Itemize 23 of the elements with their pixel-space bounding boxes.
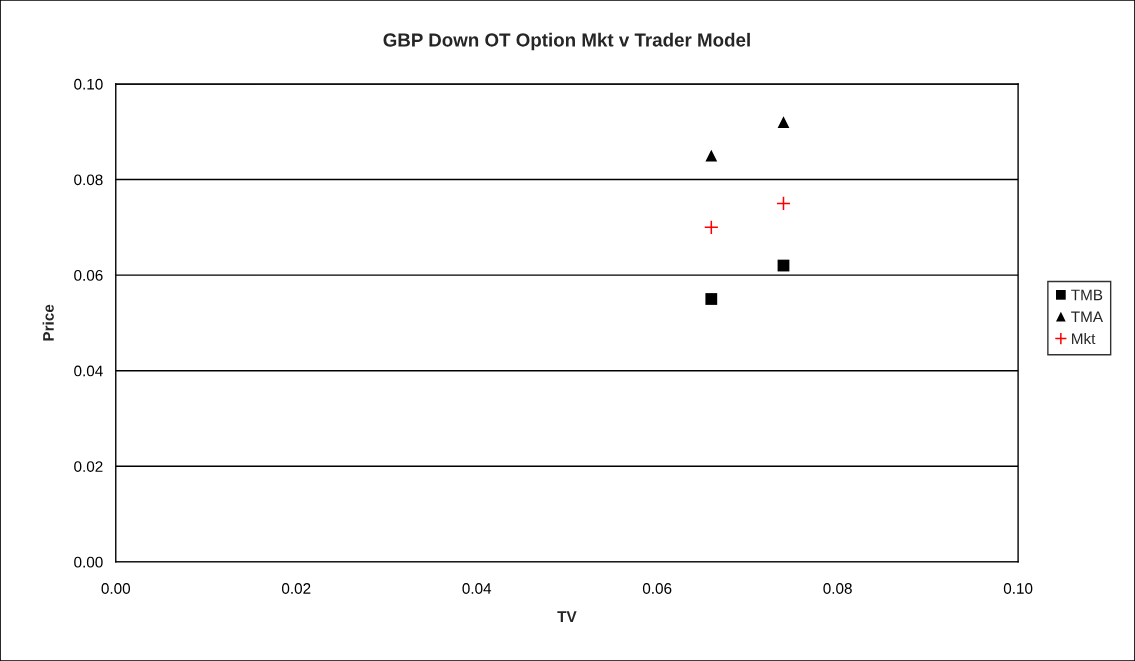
x-tick-label: 0.02 — [281, 583, 311, 594]
y-axis-title: Price — [42, 304, 54, 341]
legend-label: TMB — [1071, 289, 1103, 301]
x-axis-title: TV — [557, 611, 577, 622]
y-tick-label: 0.06 — [74, 269, 103, 281]
x-tick-label: 0.06 — [642, 583, 672, 594]
point — [776, 196, 791, 211]
x-tick-label: 0.08 — [823, 583, 852, 594]
y-tick-label: 0.04 — [74, 365, 103, 377]
x-tick-label: 0.10 — [1003, 583, 1033, 594]
y-tick-label: 0.08 — [74, 174, 103, 186]
x-tick-label: 0.04 — [462, 583, 492, 594]
point — [777, 116, 790, 129]
point — [703, 219, 719, 235]
y-tick-label: 0.10 — [74, 78, 103, 90]
y-tick-label: 0.00 — [74, 556, 103, 568]
x-tick-label: 0.00 — [101, 583, 131, 594]
legend-label: Mkt — [1072, 332, 1096, 345]
point — [705, 149, 718, 162]
legend-label: TMA — [1071, 311, 1104, 323]
chart-title: GBP Down OT Option Mkt v Trader Model — [383, 32, 750, 51]
point — [705, 293, 718, 305]
y-tick-label: 0.02 — [74, 461, 103, 472]
